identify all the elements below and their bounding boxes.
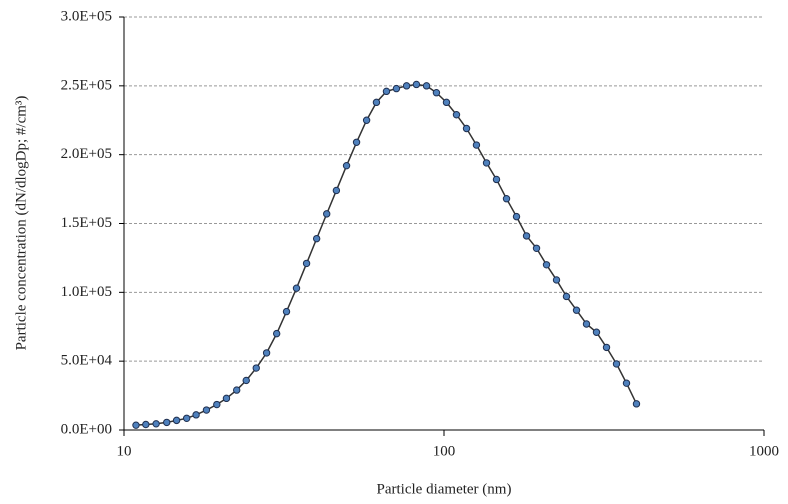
marker — [342, 161, 351, 170]
marker — [332, 186, 341, 195]
marker — [262, 349, 271, 357]
marker — [302, 259, 311, 268]
y-tick-label: 2.0E+05 — [61, 146, 112, 162]
marker — [552, 276, 561, 284]
marker — [592, 328, 601, 336]
marker — [163, 418, 171, 427]
marker — [442, 98, 451, 107]
x-axis-label: Particle diameter (nm) — [377, 481, 512, 497]
marker — [452, 111, 461, 119]
marker — [402, 82, 411, 90]
y-tick-label: 0.0E+00 — [61, 421, 112, 437]
marker — [522, 232, 531, 240]
y-axis-label: Particle concentration (dN/dlogDp; #/cm³… — [13, 96, 29, 351]
marker — [512, 212, 521, 221]
marker — [632, 400, 641, 408]
marker — [532, 244, 541, 252]
marker — [292, 284, 301, 292]
marker — [362, 116, 371, 124]
marker — [252, 364, 260, 372]
marker — [282, 307, 291, 316]
marker — [472, 141, 481, 149]
marker — [372, 98, 381, 107]
marker — [382, 87, 391, 96]
marker — [142, 420, 150, 429]
marker — [172, 416, 181, 425]
marker — [213, 400, 221, 409]
marker — [462, 124, 471, 133]
y-tick-label: 1.5E+05 — [61, 215, 112, 231]
marker — [582, 320, 591, 328]
line — [135, 83, 638, 426]
marker — [482, 159, 491, 167]
marker — [622, 379, 631, 387]
marker — [132, 421, 140, 429]
y-tick-label: 1.0E+05 — [61, 284, 112, 300]
marker — [422, 82, 431, 90]
marker — [542, 261, 551, 269]
marker — [272, 329, 281, 338]
marker — [312, 234, 321, 243]
marker — [232, 386, 241, 394]
marker — [323, 210, 331, 218]
marker — [182, 414, 191, 422]
marker — [572, 306, 581, 314]
marker — [562, 292, 571, 301]
y-tick-label: 2.5E+05 — [61, 77, 112, 93]
marker — [202, 406, 211, 414]
marker — [152, 420, 160, 428]
marker — [602, 343, 611, 352]
marker — [222, 394, 231, 403]
x-tick-label: 100 — [433, 443, 456, 459]
marker — [612, 360, 621, 368]
marker — [492, 175, 501, 184]
marker — [242, 376, 250, 385]
y-tick-label: 3.0E+05 — [61, 8, 112, 24]
y-tick-label: 5.0E+04 — [61, 353, 113, 369]
x-tick-label: 1000 — [749, 443, 779, 459]
marker — [192, 411, 200, 419]
marker — [432, 89, 441, 97]
marker — [392, 84, 401, 93]
marker — [412, 80, 421, 89]
marker — [502, 195, 511, 203]
x-tick-label: 10 — [117, 443, 132, 459]
marker — [352, 138, 361, 146]
